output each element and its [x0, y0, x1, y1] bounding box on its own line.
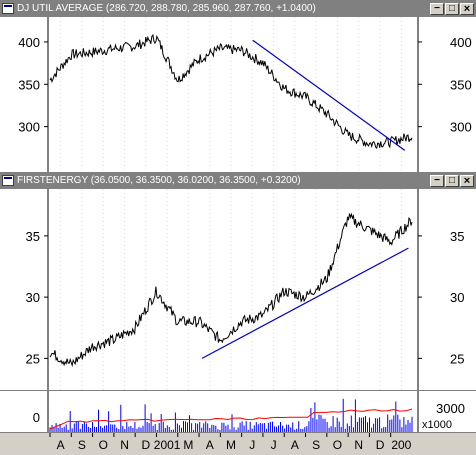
time-axis-label: S — [78, 438, 86, 452]
firstenergy-chart: 35 35 30 30 25 25 — [26, 189, 464, 391]
close-button[interactable]: × — [460, 175, 474, 187]
energy-y-tick-left: 30 — [26, 290, 40, 305]
time-axis: A S O N D 2001 M A M J J A S O N D 200 — [0, 432, 476, 455]
time-axis-label: O — [333, 438, 342, 452]
time-axis-label: N — [120, 438, 129, 452]
util-average-pane[interactable]: DJ UTIL AVERAGE (286.720, 288.780, 285.9… — [0, 0, 476, 173]
util-y-tick-right: 300 — [450, 120, 472, 135]
time-axis-label: D — [141, 438, 150, 452]
util-chart: 400 400 350 350 300 300 — [18, 17, 472, 173]
time-axis-label: M — [226, 438, 236, 452]
firstenergy-price-line — [49, 212, 413, 368]
volume-multiplier: x1000 — [422, 419, 452, 431]
util-y-tick-left: 300 — [18, 120, 40, 135]
volume-average-line — [49, 408, 413, 430]
volume-bars — [49, 398, 413, 432]
util-downtrend-line — [252, 39, 406, 151]
time-axis-label: 2001 — [154, 438, 181, 452]
time-axis-label: A — [291, 438, 299, 452]
time-axis-label: A — [206, 438, 214, 452]
util-titlebar[interactable]: DJ UTIL AVERAGE (286.720, 288.780, 285.9… — [0, 1, 476, 17]
volume-pane[interactable]: 0 3000 x1000 — [0, 390, 476, 433]
energy-y-tick-right: 35 — [450, 229, 464, 244]
time-axis-label: J — [271, 438, 277, 452]
util-ohlc-readout: (286.720, 288.780, 285.960, 287.760, +1.… — [105, 3, 316, 14]
util-price-line — [49, 33, 413, 150]
util-y-tick-left: 400 — [18, 35, 40, 50]
energy-y-tick-left: 25 — [26, 351, 40, 366]
chart-window-icon — [2, 175, 14, 186]
time-axis-label: O — [99, 438, 108, 452]
time-axis-label: S — [312, 438, 320, 452]
util-y-tick-right: 350 — [450, 77, 472, 92]
time-axis-label: 200 — [391, 438, 411, 452]
time-axis-label: A — [57, 438, 65, 452]
time-axis-label: J — [249, 438, 255, 452]
util-pane-title: DJ UTIL AVERAGE — [17, 3, 104, 14]
minimize-button[interactable]: − — [430, 175, 444, 187]
firstenergy-uptrend-line — [201, 247, 409, 359]
minimize-button[interactable]: − — [430, 3, 444, 15]
firstenergy-pane-title: FIRSTENERGY — [17, 175, 88, 186]
energy-y-tick-left: 35 — [26, 229, 40, 244]
energy-y-tick-right: 25 — [450, 351, 464, 366]
maximize-button[interactable]: □ — [445, 3, 459, 15]
firstenergy-pane[interactable]: FIRSTENERGY (36.0500, 36.3500, 36.0200, … — [0, 172, 476, 391]
time-axis-label: M — [183, 438, 193, 452]
time-axis-label: N — [354, 438, 363, 452]
firstenergy-titlebar[interactable]: FIRSTENERGY (36.0500, 36.3500, 36.0200, … — [0, 173, 476, 189]
chart-window-icon — [2, 3, 14, 14]
volume-right-tick: 3000 — [436, 401, 465, 416]
close-button[interactable]: × — [460, 3, 474, 15]
maximize-button[interactable]: □ — [445, 175, 459, 187]
util-y-tick-right: 400 — [450, 35, 472, 50]
volume-left-tick: 0 — [33, 410, 40, 425]
volume-chart: 0 3000 x1000 — [33, 391, 465, 433]
util-y-tick-left: 350 — [18, 77, 40, 92]
firstenergy-ohlc-readout: (36.0500, 36.3500, 36.0200, 36.3500, +0.… — [90, 175, 301, 186]
time-axis-label: D — [376, 438, 385, 452]
energy-y-tick-right: 30 — [450, 290, 464, 305]
